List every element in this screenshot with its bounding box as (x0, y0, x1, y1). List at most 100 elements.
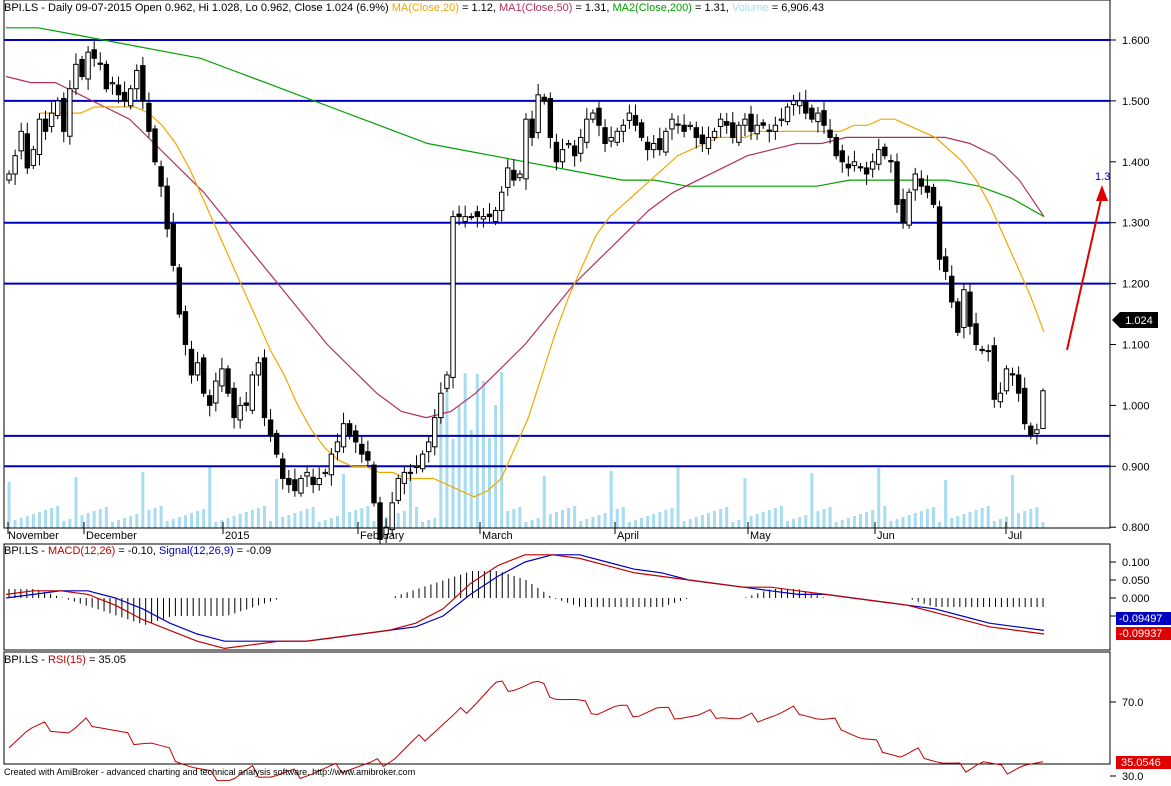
volume-bar-152 (931, 507, 935, 528)
signal-value: = -0.09 (233, 545, 272, 557)
volume-bar-159 (974, 510, 978, 528)
candle-body-57 (353, 430, 359, 443)
candle-body-72 (444, 374, 450, 389)
candle-body-135 (827, 129, 833, 138)
volume-bar-57 (354, 510, 358, 528)
candle-body-78 (480, 216, 487, 220)
volume-bar-33 (208, 467, 212, 528)
volume-bar-11 (74, 477, 78, 528)
macd-tick-label-0: 0.100 (1122, 557, 1150, 569)
volume-bar-88 (542, 476, 546, 528)
candle-body-98 (602, 127, 608, 145)
candle-body-27 (170, 223, 176, 266)
candle-body-82 (505, 167, 511, 188)
candle-body-67 (413, 465, 420, 469)
candle-body-43 (267, 419, 274, 437)
candle-body-81 (498, 191, 505, 212)
candle-body-16 (103, 63, 110, 90)
volume-bar-145 (889, 521, 893, 528)
candle-body-17 (109, 82, 116, 85)
candle-body-88 (541, 96, 547, 102)
volume-bar-31 (196, 511, 200, 528)
volume-bar-19 (123, 518, 127, 528)
candle-body-86 (529, 118, 535, 138)
candle-body-75 (462, 216, 468, 222)
price-tick-label-6: 1.000 (1122, 400, 1150, 412)
volume-bar-44 (275, 479, 279, 528)
volume-bar-68 (421, 522, 425, 528)
candle-body-138 (845, 163, 852, 169)
candle-body-41 (255, 362, 262, 376)
rsi-header-dash: - (38, 654, 49, 666)
candle-body-23 (146, 102, 152, 132)
ma50-label: MA1(Close,50) (499, 2, 573, 14)
volume-bar-84 (518, 507, 522, 528)
price-marker-label: 1.024 (1125, 315, 1153, 327)
signal-value-label: -0.09497 (1119, 613, 1162, 625)
volume-bar-75 (463, 373, 467, 528)
volume-bar-136 (834, 522, 838, 528)
macd-tick-label-1: 0.050 (1122, 575, 1150, 587)
volume-bar-149 (913, 513, 917, 528)
date-tick-label-6: May (750, 530, 771, 542)
volume-bar-78 (481, 381, 485, 528)
volume-bar-93 (573, 506, 577, 528)
candle-body-131 (803, 100, 809, 114)
candle-body-139 (851, 161, 858, 166)
candle-body-37 (231, 387, 237, 419)
volume-bar-37 (232, 516, 236, 528)
volume-bar-40 (250, 510, 254, 528)
date-tick-label-2: 2015 (225, 530, 249, 542)
volume-bar-45 (281, 517, 285, 528)
candle-body-13 (85, 51, 91, 80)
candle-body-133 (815, 112, 821, 123)
target-annotation-label: 1.3 (1095, 171, 1110, 183)
volume-bar-122 (749, 516, 753, 528)
ma20-value: = 1.12, (458, 2, 500, 14)
target-arrow-shaft (1066, 194, 1103, 351)
price-tick-label-0: 1.600 (1122, 35, 1150, 47)
volume-bar-142 (871, 510, 875, 528)
candle-body-134 (821, 110, 827, 126)
volume-bar-36 (226, 518, 230, 528)
candle-body-74 (456, 213, 462, 218)
candle-body-130 (796, 100, 803, 107)
candle-body-169 (1034, 429, 1040, 434)
macd-axis: 0.100 0.050 0.000 (1110, 557, 1150, 617)
volume-bar-55 (342, 474, 346, 528)
volume-bar-127 (779, 506, 783, 528)
candle-body-36 (225, 368, 231, 394)
candle-body-22 (140, 65, 146, 102)
macd-lines (5, 554, 1045, 650)
volume-bar-43 (269, 521, 273, 528)
candle-body-7 (48, 112, 55, 127)
volume-bar-156 (956, 516, 960, 528)
candle-body-132 (809, 107, 815, 120)
volume-bar-165 (1011, 475, 1015, 528)
candle-body-163 (997, 392, 1004, 403)
price-axis: 1.600 1.500 1.400 1.300 1.200 1.100 1.000 0.900… (1110, 35, 1150, 534)
candle-body-125 (766, 129, 772, 132)
volume-bar-8 (56, 506, 60, 528)
candle-body-59 (365, 451, 371, 461)
candle-body-49 (304, 471, 310, 477)
candle-body-6 (42, 118, 49, 132)
target-annotation: 1.3 (1066, 171, 1110, 351)
volume-bar-17 (110, 522, 114, 528)
ma20-label: MA(Close,20) (391, 2, 459, 14)
macd-panel: 0.100 0.050 0.000 -0.09497 -0.09937 (3, 543, 1171, 651)
candle-body-113 (693, 127, 699, 138)
candle-body-0 (6, 173, 12, 181)
candle-body-159 (973, 323, 979, 346)
volume-bar-158 (968, 512, 972, 528)
rsi-axis: 70.0 30.0 (1110, 697, 1143, 783)
volume-bar-86 (530, 520, 534, 528)
candle-body-1 (12, 155, 18, 175)
candle-body-44 (273, 432, 280, 455)
candle-body-83 (511, 169, 517, 181)
volume-bar-106 (652, 514, 656, 528)
candle-body-167 (1022, 387, 1028, 425)
candle-body-21 (134, 69, 140, 90)
volume-bar-15 (98, 509, 102, 528)
